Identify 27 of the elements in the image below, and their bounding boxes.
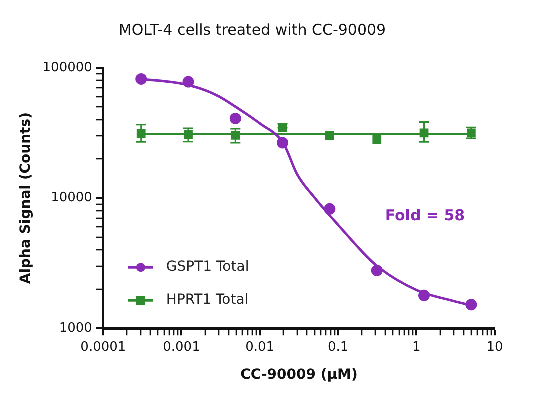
legend-label: GSPT1 Total (166, 259, 250, 276)
point (136, 129, 146, 138)
point (231, 130, 240, 140)
point (230, 112, 242, 124)
x-tick-label: 0.01 (246, 340, 275, 355)
annotation: Fold = 58 (385, 206, 466, 224)
point (324, 203, 336, 215)
x-tick-label: 0.001 (163, 340, 200, 355)
chart-title: MOLT-4 cells treated with CC-90009 (118, 20, 386, 39)
point (325, 132, 334, 140)
point (372, 135, 382, 144)
y-tick-label: 100000 (42, 60, 92, 76)
point (182, 76, 194, 88)
y-axis-title: Alpha Signal (Counts) (18, 112, 34, 284)
point (466, 299, 478, 311)
point (371, 264, 383, 276)
x-tick-label: 10 (486, 340, 504, 355)
x-tick-label: 1 (412, 340, 421, 355)
x-tick-label: 0.0001 (80, 340, 126, 355)
y-tick-label: 1000 (59, 320, 92, 336)
point (418, 290, 430, 302)
x-axis-title: CC-90009 (µM) (240, 367, 358, 384)
point (277, 137, 289, 149)
x-tick-label: 0.1 (328, 340, 349, 355)
legend-label: HPRT1 Total (166, 292, 249, 308)
y-tick-label: 10000 (51, 190, 92, 206)
point (136, 73, 148, 85)
